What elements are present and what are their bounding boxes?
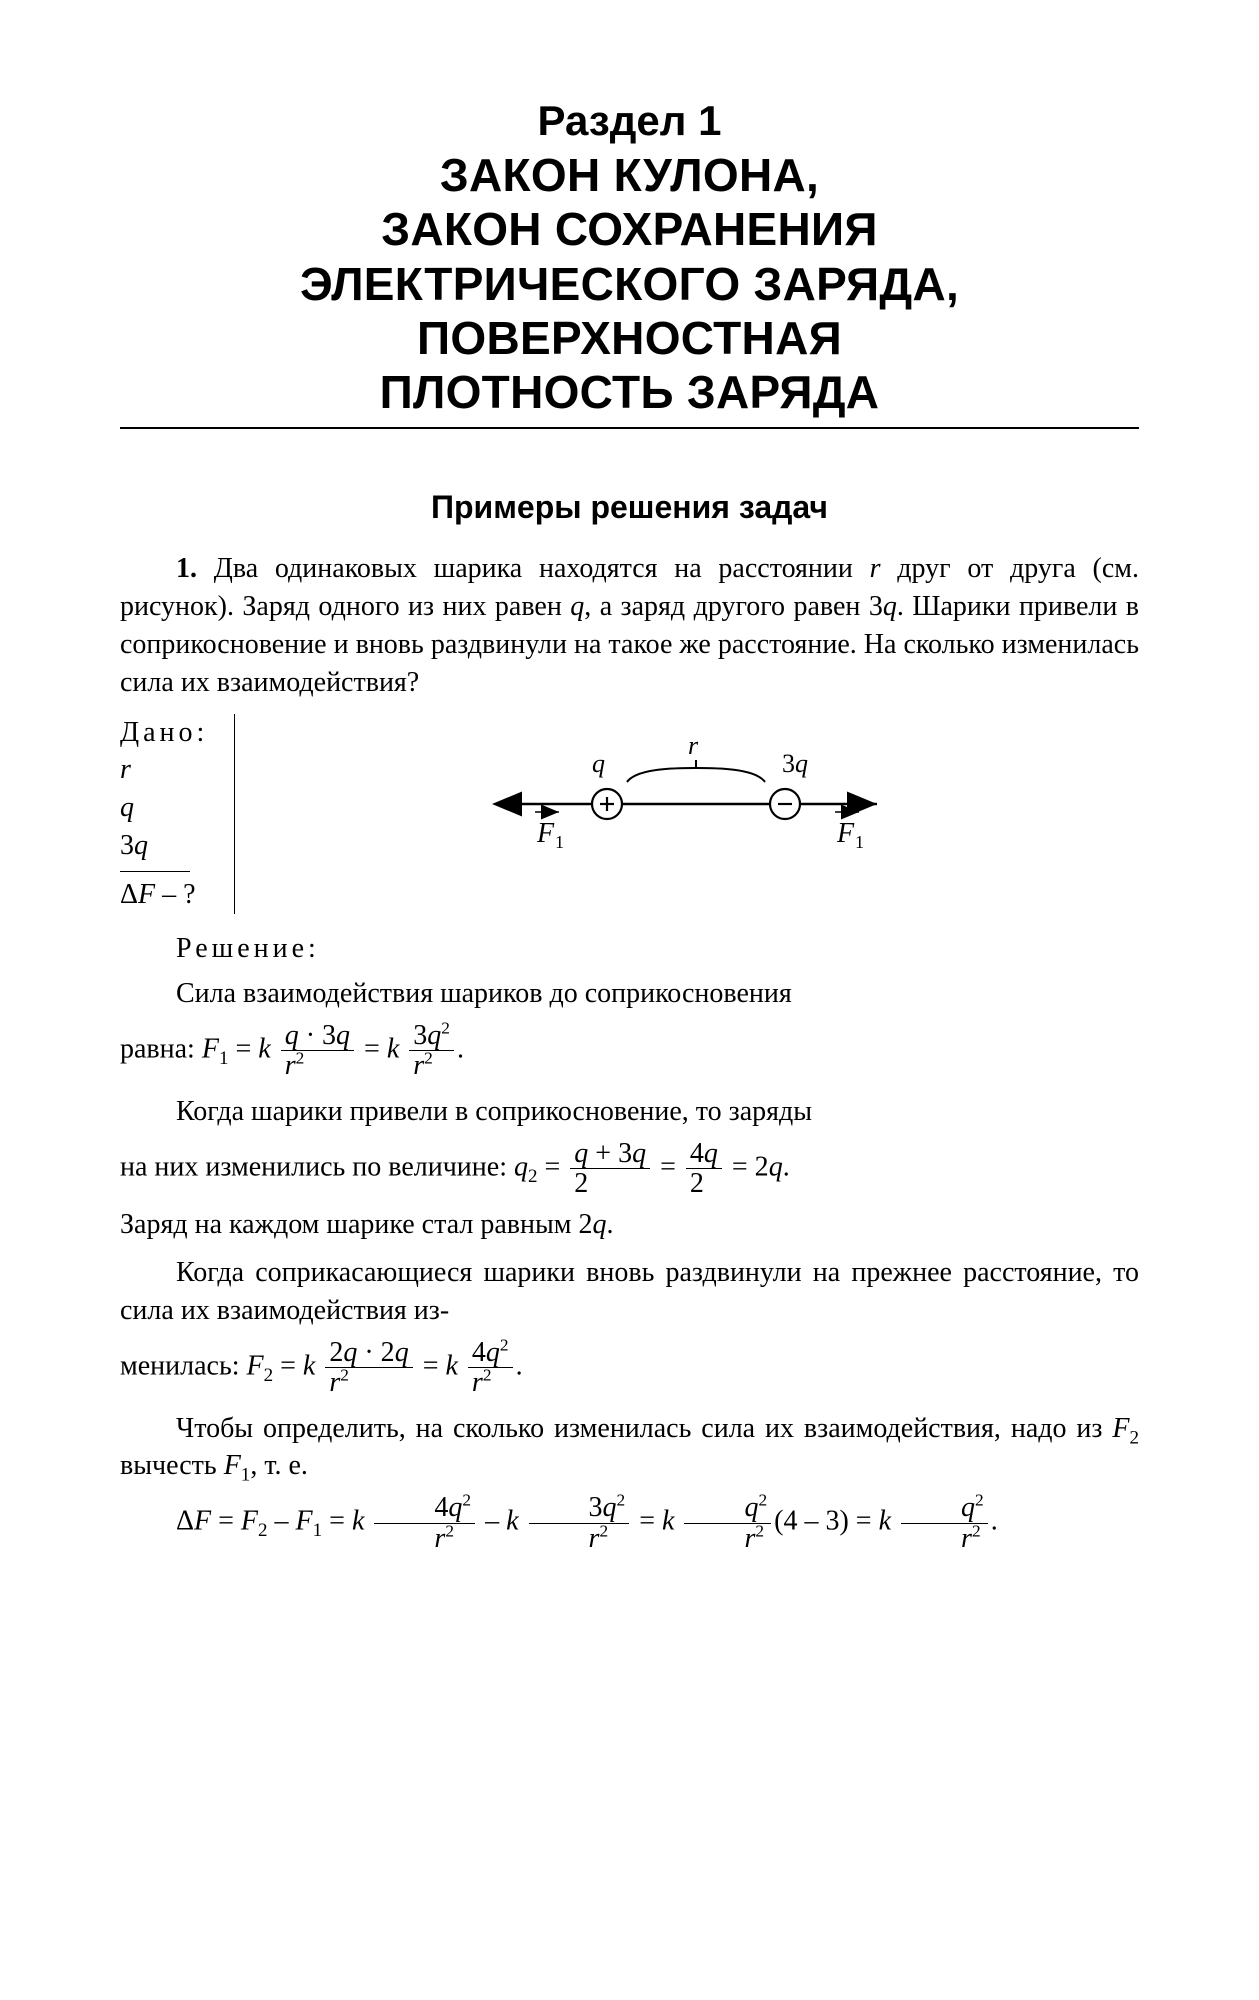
given-row-1: r	[120, 751, 208, 789]
problem-statement: 1. Два одинаковых шарика находятся на ра…	[120, 550, 1139, 701]
solution-p3: Когда соприкасающиеся шарики вновь раздв…	[120, 1254, 1139, 1330]
solution-p4: Чтобы определить, на сколько изменилась …	[120, 1410, 1139, 1486]
solution-eq3: менилась: F2 = k 2q · 2qr2 = k 4q2r2.	[120, 1338, 1139, 1398]
main-title: ЗАКОН КУЛОНА, ЗАКОН СОХРАНЕНИЯ ЭЛЕКТРИЧЕ…	[120, 148, 1139, 419]
title-line-1: ЗАКОН КУЛОНА,	[440, 149, 819, 201]
solution-eq4: ΔF = F2 – F1 = k 4q2r2 – k 3q2r2 = k q2r…	[120, 1493, 1139, 1553]
solution-eq2: на них изменились по величине: q2 = q + …	[120, 1139, 1139, 1199]
solution-p2: Когда шарики привели в соприкосновение, …	[120, 1093, 1139, 1131]
figure-F-right-sub: 1	[855, 832, 864, 852]
given-row-3: 3q	[120, 827, 208, 865]
title-underline	[120, 427, 1139, 429]
given-label: Дано:	[120, 714, 208, 752]
figure-q-left: q	[592, 749, 605, 778]
given-block: Дано: r q 3q ΔF – ?	[120, 714, 235, 914]
figure-F-left: F	[536, 818, 555, 849]
figure-r-label: r	[688, 731, 699, 760]
figure-q-right: 3q	[782, 749, 808, 778]
subheading: Примеры решения задач	[120, 489, 1139, 526]
solution-eq1: равна: F1 = k q · 3qr2 = k 3q2r2.	[120, 1021, 1139, 1081]
given-divider	[120, 871, 190, 872]
solution-p1: Сила взаимодействия шариков до соприкосн…	[120, 975, 1139, 1013]
solution-p2b: Заряд на каждом шарике стал равным 2q.	[120, 1206, 1139, 1244]
section-label: Раздел 1	[120, 100, 1139, 142]
problem-number: 1.	[176, 553, 197, 584]
title-line-4: ПОВЕРХНОСТНАЯ	[417, 312, 842, 364]
solution-label: Решение:	[176, 933, 320, 964]
solution-block: Решение: Сила взаимодействия шариков до …	[120, 930, 1139, 1554]
title-line-3: ЭЛЕКТРИЧЕСКОГО ЗАРЯДА,	[300, 258, 959, 310]
figure-F-right: F	[836, 818, 855, 849]
title-line-5: ПЛОТНОСТЬ ЗАРЯДА	[380, 366, 880, 418]
given-row-2: q	[120, 789, 208, 827]
figure-diagram: q r 3q F 1 F 1	[235, 714, 1139, 864]
title-line-2: ЗАКОН СОХРАНЕНИЯ	[381, 203, 878, 255]
figure-F-left-sub: 1	[555, 832, 564, 852]
given-find: ΔF – ?	[120, 876, 208, 914]
